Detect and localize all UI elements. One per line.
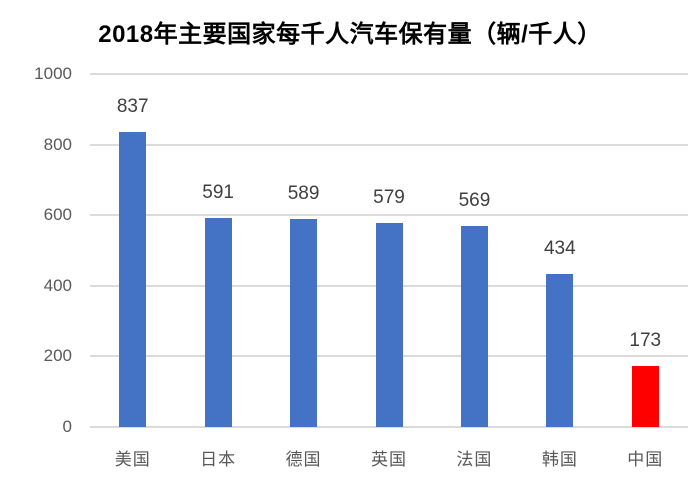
chart-title: 2018年主要国家每千人汽车保有量（辆/千人） <box>98 21 602 48</box>
y-tick-label: 600 <box>43 205 72 225</box>
plot-area: 837 591 589 579 569 434 173 <box>90 73 688 428</box>
data-label: 569 <box>458 190 491 212</box>
x-tick-label: 德国 <box>285 450 322 469</box>
bar-美国 <box>119 131 147 427</box>
gridline <box>90 143 688 146</box>
x-tick-label: 法国 <box>456 450 493 469</box>
y-tick-label: 400 <box>43 275 72 295</box>
data-label: 589 <box>287 183 320 205</box>
bar-英国 <box>375 222 403 427</box>
bar-韩国 <box>546 273 574 427</box>
gridline <box>90 73 688 75</box>
bar-日本 <box>204 218 232 427</box>
gridline <box>90 214 688 217</box>
data-label: 434 <box>543 237 576 259</box>
y-tick-label: 1000 <box>34 64 72 83</box>
data-label: 591 <box>202 182 234 204</box>
gridline <box>90 426 688 428</box>
bar-中国 <box>631 365 659 427</box>
data-label: 837 <box>116 95 149 117</box>
x-tick-label: 美国 <box>114 450 151 469</box>
y-tick-label: 800 <box>43 134 72 154</box>
x-tick-label: 英国 <box>371 450 407 469</box>
bar-德国 <box>290 219 318 427</box>
x-tick-label: 中国 <box>627 450 664 469</box>
y-tick-label: 200 <box>43 346 72 366</box>
x-tick-label: 韩国 <box>541 450 578 469</box>
data-label: 579 <box>373 186 405 208</box>
x-tick-label: 日本 <box>200 450 237 469</box>
data-label: 173 <box>629 329 662 351</box>
bar-法国 <box>460 226 488 427</box>
y-tick-label: 0 <box>62 417 72 436</box>
